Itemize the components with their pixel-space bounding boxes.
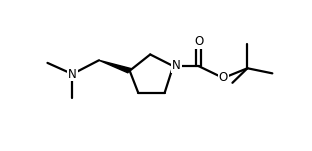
- Text: N: N: [68, 68, 77, 81]
- Polygon shape: [99, 60, 132, 73]
- Text: N: N: [172, 59, 181, 72]
- Text: O: O: [219, 72, 228, 85]
- Text: O: O: [194, 35, 203, 48]
